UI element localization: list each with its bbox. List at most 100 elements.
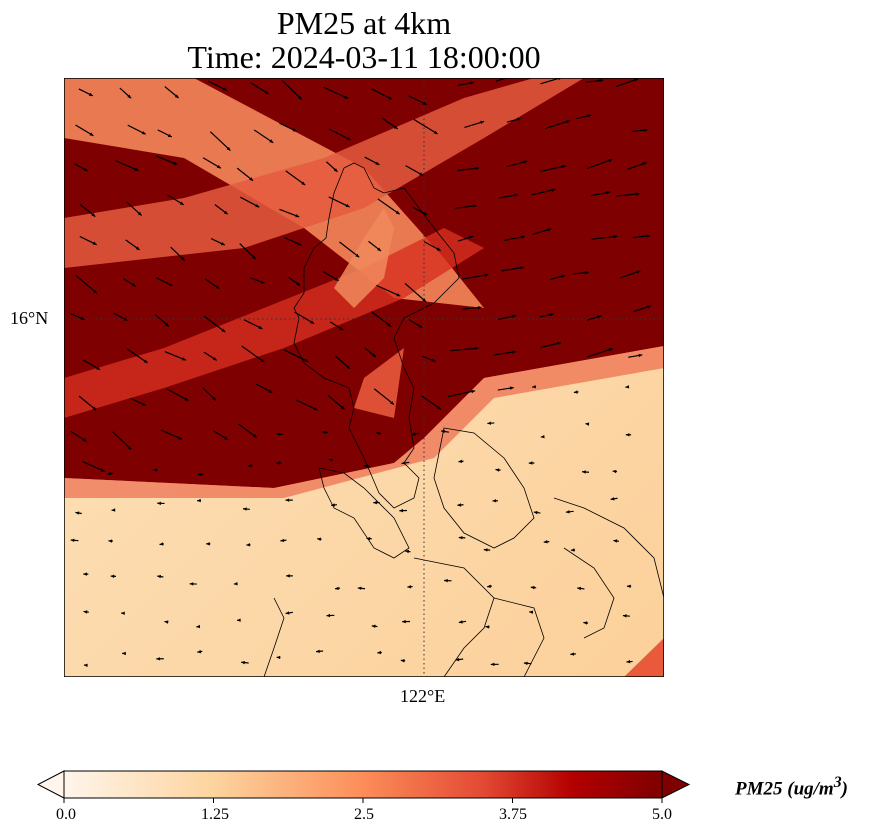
wind-arrow-head [587, 114, 592, 118]
wind-arrow-head [304, 358, 309, 362]
wind-arrow-head [189, 582, 194, 586]
wind-arrow-head [393, 125, 398, 129]
wind-arrow-head [646, 234, 651, 238]
wind-arrow-head [636, 270, 641, 274]
wind-arrow-head [255, 203, 260, 208]
wind-arrow-shaft [404, 283, 427, 303]
wind-arrow-head [137, 211, 142, 216]
wind-arrow-head [585, 422, 590, 426]
wind-arrow-head [216, 164, 221, 169]
wind-arrow-shaft [160, 429, 183, 440]
wind-arrow-shaft [501, 266, 524, 272]
wind-arrow-head [511, 350, 516, 354]
wind-arrow-shaft [371, 88, 393, 100]
wind-arrow-head [159, 542, 164, 546]
wind-arrow-head [178, 436, 183, 440]
wind-arrow-head [400, 659, 405, 663]
wind-arrow-head [91, 213, 96, 217]
wind-arrow-head [224, 436, 229, 440]
wind-arrow-head [583, 621, 588, 625]
wind-arrow-head [121, 611, 125, 615]
wind-arrow-head [110, 574, 115, 579]
wind-arrow-shaft [295, 399, 319, 411]
wind-arrow-shaft [447, 390, 476, 398]
wind-arrow-head [153, 468, 158, 472]
wind-arrow-shaft [327, 394, 345, 410]
wind-arrow-shaft [250, 82, 270, 95]
wind-arrow-head [156, 657, 160, 661]
wind-arrow-head [516, 117, 521, 122]
wind-arrow-head [298, 95, 302, 100]
wind-arrow-head [646, 305, 651, 309]
wind-arrow-shaft [586, 347, 614, 358]
wind-arrow-head [523, 661, 528, 666]
wind-arrow-head [226, 146, 231, 151]
colorbar [36, 770, 691, 803]
wind-arrow-head [260, 358, 265, 363]
colorbar-label-end: ) [841, 778, 848, 800]
wind-arrow-head [423, 211, 428, 216]
wind-arrow-head [82, 438, 87, 442]
wind-arrow-head [355, 253, 360, 258]
wind-arrow-head [377, 650, 382, 655]
wind-arrow-head [80, 316, 85, 320]
wind-arrow-shaft [164, 350, 187, 361]
wind-arrow-head [561, 274, 566, 278]
wind-arrow-shaft [78, 395, 97, 411]
wind-arrow-shaft [115, 160, 139, 172]
wind-arrow-head [405, 549, 409, 554]
wind-arrow-head [197, 498, 201, 503]
wind-arrow-head [469, 81, 474, 85]
coastline [263, 162, 664, 677]
wind-arrow-head [223, 210, 228, 215]
wind-arrow-head [142, 402, 147, 406]
wind-arrow-head [179, 201, 184, 205]
wind-arrow-shaft [461, 274, 489, 280]
wind-arrow-head [610, 497, 615, 501]
colorbar-tick: 2.5 [354, 806, 374, 823]
wind-arrow-head [83, 610, 88, 614]
wind-arrow-head [212, 396, 217, 401]
wind-arrow-head [363, 464, 368, 468]
wind-arrow-head [433, 130, 438, 134]
wind-arrow-head [582, 470, 586, 474]
wind-arrow-head [346, 136, 351, 140]
wind-arrow-head [251, 255, 256, 260]
wind-arrow-shaft [377, 198, 401, 215]
colorbar-extend-high [661, 770, 691, 799]
wind-arrow-head [107, 471, 112, 476]
wind-arrow-head [196, 624, 201, 629]
wind-arrow-head [317, 537, 322, 541]
wind-arrow-head [233, 582, 238, 586]
wind-arrow-shaft [328, 128, 351, 141]
wind-arrow-head [625, 433, 630, 437]
wind-arrow-head [407, 585, 412, 589]
wind-arrow-shaft [237, 423, 258, 439]
wind-arrow-shaft [166, 388, 189, 402]
wind-arrow-head [562, 164, 566, 169]
wind-arrow-shaft [156, 155, 178, 166]
wind-arrow-head [276, 461, 281, 465]
wind-arrow-head [167, 133, 172, 138]
wind-arrow-head [469, 235, 474, 240]
wind-arrow-head [458, 459, 463, 464]
wind-arrow-head [301, 181, 306, 186]
wind-arrow-shaft [493, 351, 516, 356]
wind-arrow-head [181, 357, 186, 361]
wind-arrow-head [223, 87, 228, 91]
wind-arrow-head [431, 358, 436, 362]
wind-arrow-head [390, 400, 394, 405]
wind-arrow-head [635, 192, 640, 196]
wind-arrow-head [168, 282, 173, 286]
colorbar-tick: 0.0 [56, 806, 76, 823]
wind-arrow-head [529, 610, 534, 614]
wind-arrow-head [455, 657, 460, 662]
wind-arrow-head [143, 359, 148, 363]
wind-arrow-shaft [209, 131, 231, 152]
wind-arrow-shaft [540, 165, 567, 173]
wind-arrow-head [93, 289, 98, 294]
wind-arrow-head [556, 341, 561, 346]
colorbar-label-sup: 3 [833, 774, 842, 791]
wind-arrow-shaft [294, 311, 315, 325]
light-band-2 [64, 78, 584, 268]
